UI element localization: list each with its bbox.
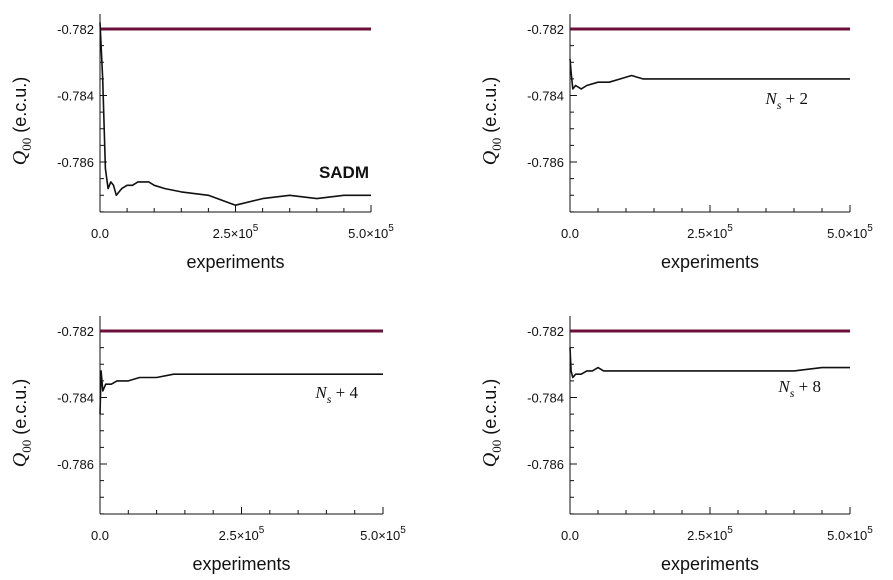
y-tick-label: -0.782 — [527, 22, 564, 37]
x-tick-label: 2.5×105 — [687, 223, 733, 241]
x-tick-label: 5.0×105 — [827, 525, 873, 543]
data-series-line-1 — [569, 347, 850, 379]
subplot-2: -0.782 -0.784 -0.786 0.0 2.5×105 5.0×105 exper… — [479, 14, 873, 272]
x-tick-label: 5.0×105 — [348, 223, 394, 241]
data-series-line-1 — [99, 370, 383, 415]
x-tick-label: 0.0 — [91, 528, 109, 543]
y-tick-label: -0.784 — [57, 391, 94, 406]
x-axis-label: experiments — [661, 554, 759, 574]
y-axis-label: Q00 (e.c.u.) — [479, 77, 504, 165]
x-axis-label: experiments — [661, 252, 759, 272]
data-series-line-1 — [569, 58, 850, 90]
series-annotation: SADM — [319, 163, 369, 182]
x-tick-label: 5.0×105 — [827, 223, 873, 241]
y-tick-label: -0.782 — [527, 324, 564, 339]
x-tick-label: 0.0 — [561, 226, 579, 241]
y-tick-label: -0.784 — [527, 89, 564, 104]
x-tick-label: 2.5×105 — [213, 223, 259, 241]
y-tick-label: -0.784 — [57, 89, 94, 104]
series-annotation: Ns + 2 — [764, 89, 808, 112]
y-tick-label: -0.786 — [527, 457, 564, 472]
y-tick-label: -0.784 — [527, 391, 564, 406]
y-axis-label: Q00 (e.c.u.) — [479, 379, 504, 467]
x-axis-label: experiments — [186, 252, 284, 272]
y-axis-label: Q00 (e.c.u.) — [9, 379, 34, 467]
y-tick-label: -0.786 — [57, 155, 94, 170]
y-tick-label: -0.786 — [57, 457, 94, 472]
x-tick-label: 2.5×105 — [687, 525, 733, 543]
x-tick-label: 0.0 — [91, 226, 109, 241]
y-tick-label: -0.782 — [57, 22, 94, 37]
x-tick-label: 5.0×105 — [360, 525, 406, 543]
subplot-4: -0.782 -0.784 -0.786 0.0 2.5×105 5.0×105 exper… — [479, 316, 873, 574]
x-tick-label: 0.0 — [561, 528, 579, 543]
x-tick-label: 2.5×105 — [219, 525, 265, 543]
y-axis-label: Q00 (e.c.u.) — [9, 77, 34, 165]
subplot-3: -0.782 -0.784 -0.786 0.0 2.5×105 5.0×105 exper… — [9, 316, 406, 574]
data-series-line-1 — [99, 22, 371, 206]
x-axis-label: experiments — [192, 554, 290, 574]
series-annotation: Ns + 8 — [777, 377, 821, 400]
series-annotation: Ns + 4 — [314, 383, 358, 406]
subplot-1: -0.782 -0.784 -0.786 0.0 2.5×105 5.0×105 exper… — [9, 14, 394, 272]
y-tick-label: -0.786 — [527, 155, 564, 170]
y-tick-label: -0.782 — [57, 324, 94, 339]
